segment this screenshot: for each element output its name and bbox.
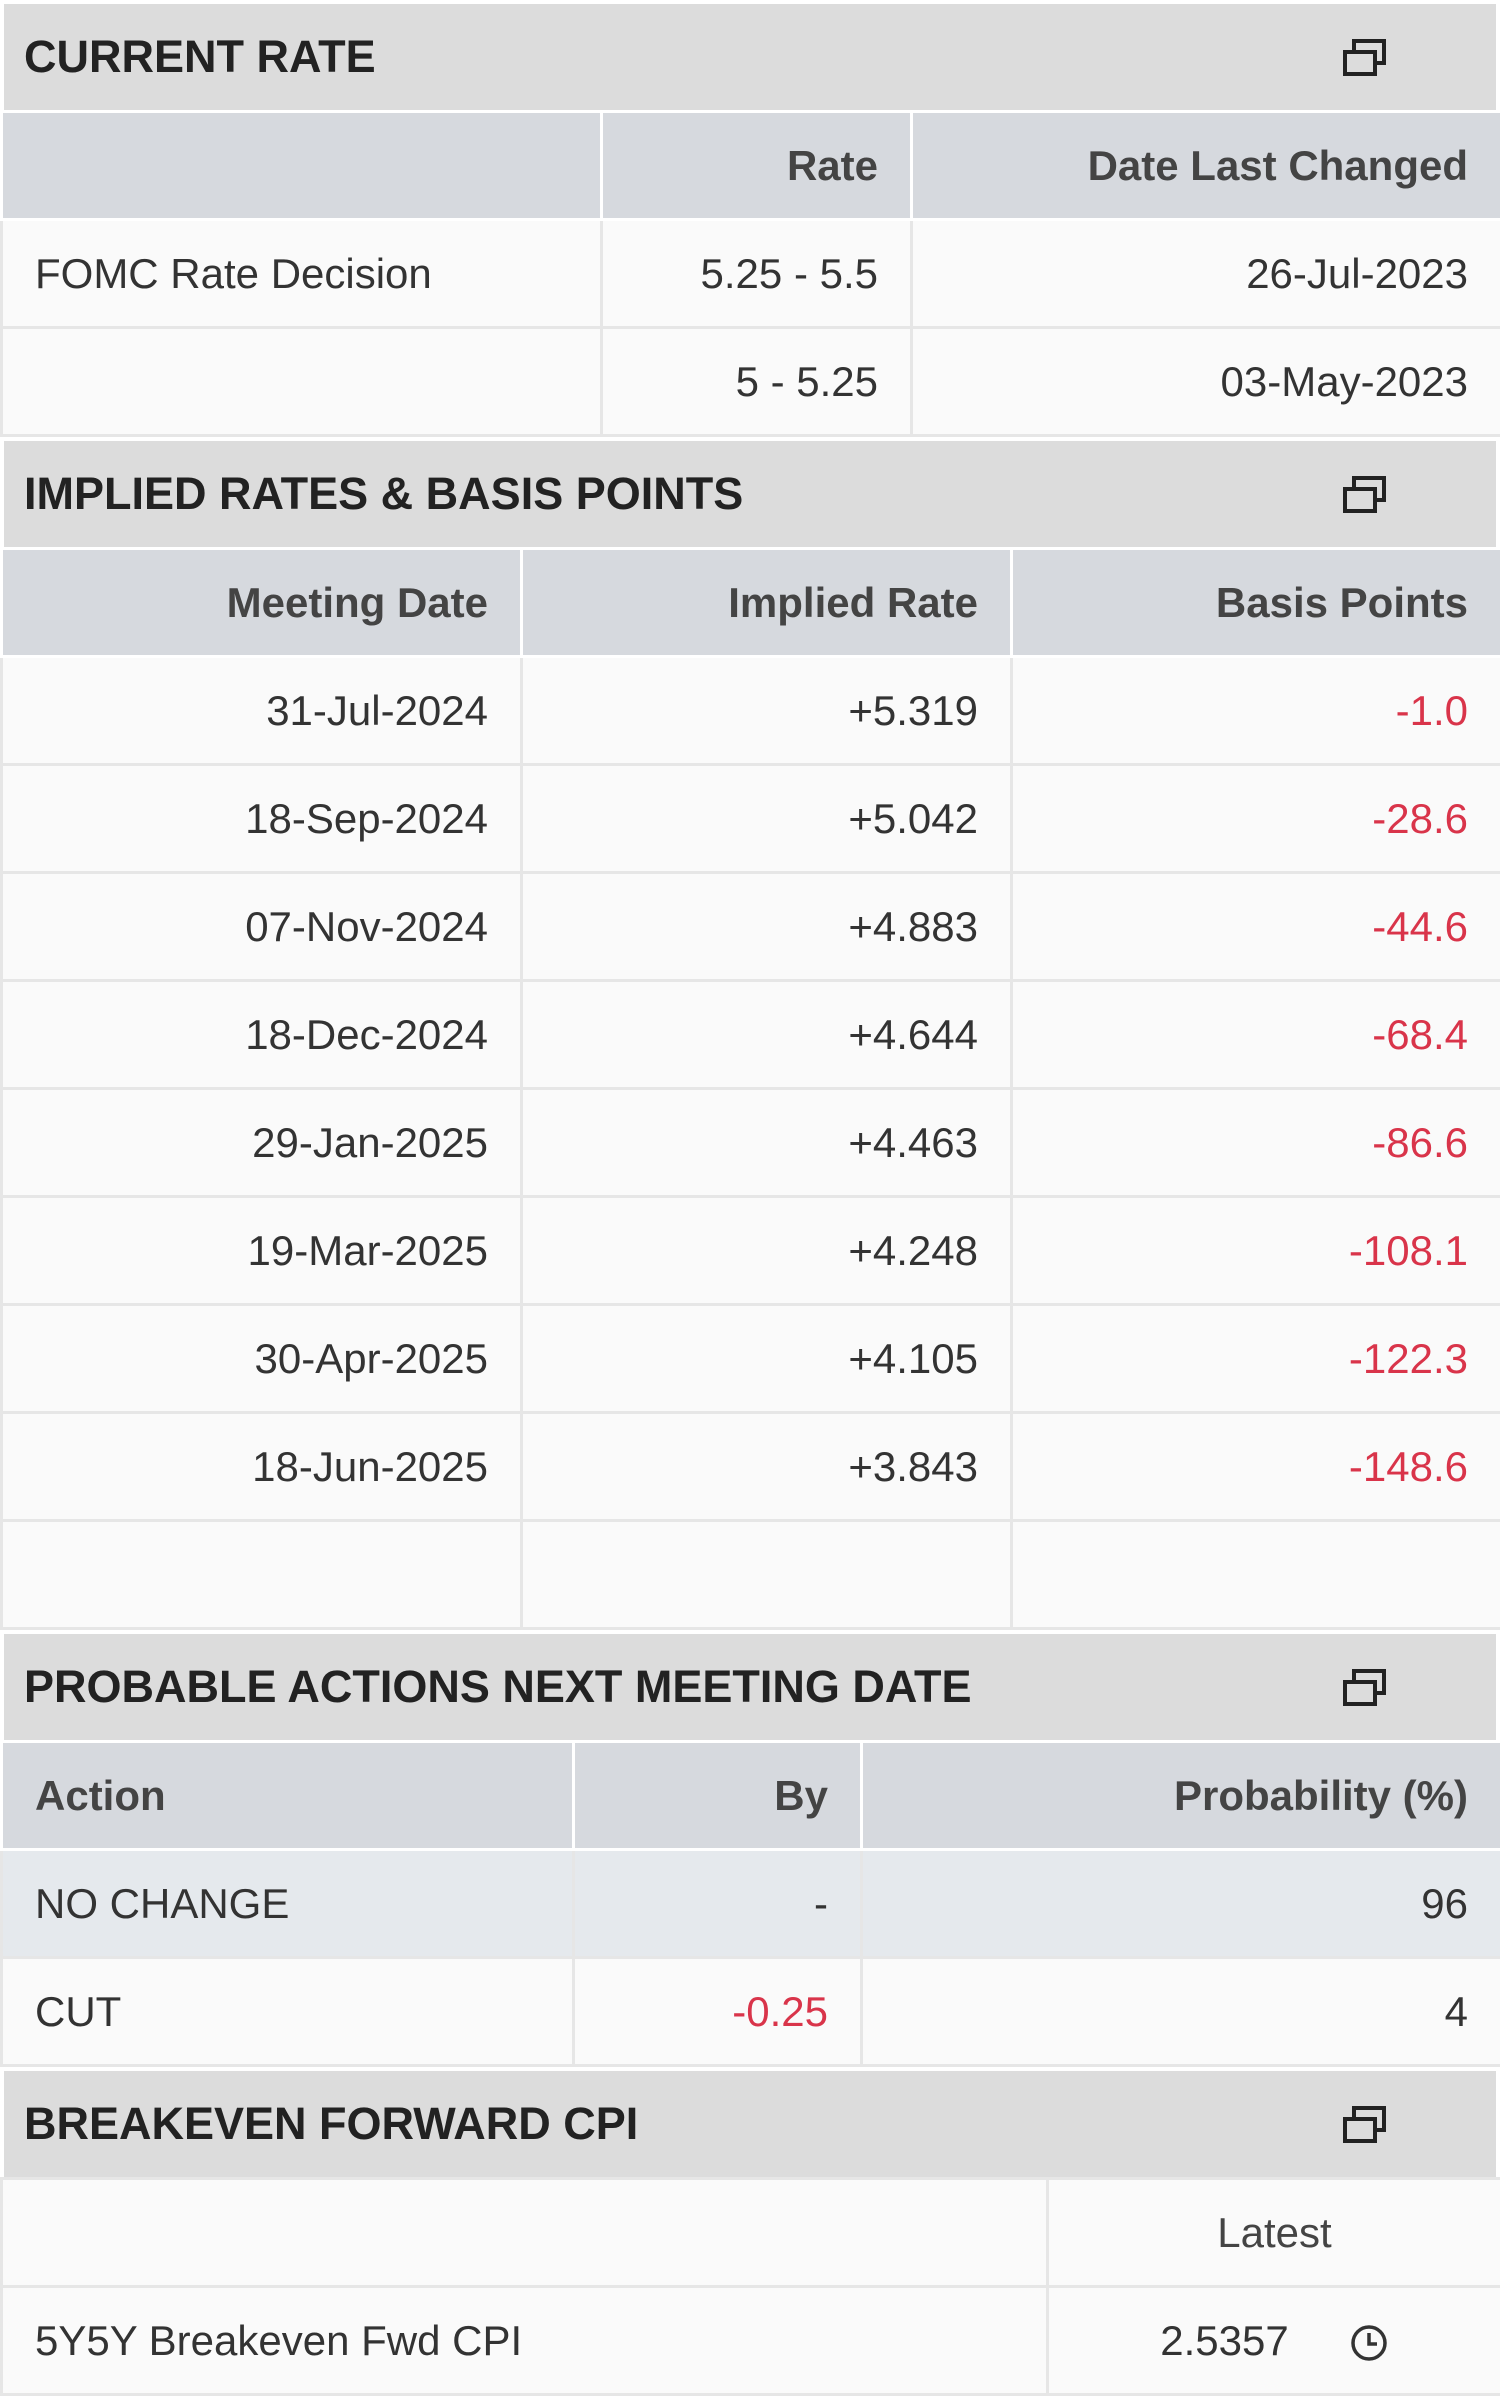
- table-row: FOMC Rate Decision 5.25 - 5.5 26-Jul-2023: [0, 218, 1500, 329]
- table-cell: 2.5357: [1046, 2285, 1500, 2396]
- table-cell: -86.6: [1010, 1087, 1500, 1198]
- table-cell: 19-Mar-2025: [0, 1195, 523, 1306]
- table-cell: CUT: [0, 1956, 575, 2067]
- table-row: CUT -0.25 4: [0, 1956, 1500, 2067]
- table-row: 5 - 5.25 03-May-2023: [0, 326, 1500, 437]
- table-cell: [0, 1519, 523, 1630]
- section-header: BREAKEVEN FORWARD CPI: [0, 2067, 1500, 2177]
- table-cell: 31-Jul-2024: [0, 655, 523, 766]
- section-header: CURRENT RATE: [0, 0, 1500, 110]
- column-header: Rate: [600, 110, 913, 221]
- table-row: 18-Dec-2024 +4.644 -68.4: [0, 979, 1500, 1090]
- table-row: 5Y5Y Breakeven Fwd CPI 2.5357: [0, 2285, 1500, 2396]
- table-cell: FOMC Rate Decision: [0, 218, 603, 329]
- table-cell: -68.4: [1010, 979, 1500, 1090]
- table-cell: +5.319: [520, 655, 1013, 766]
- table-cell: 4: [860, 1956, 1500, 2067]
- clock-icon[interactable]: [1349, 2323, 1389, 2363]
- table-cell: 5 - 5.25: [600, 326, 913, 437]
- section-title: PROBABLE ACTIONS NEXT MEETING DATE: [24, 1661, 972, 1712]
- table-row: 29-Jan-2025 +4.463 -86.6: [0, 1087, 1500, 1198]
- section-header: PROBABLE ACTIONS NEXT MEETING DATE: [0, 1630, 1500, 1740]
- table-cell: 18-Jun-2025: [0, 1411, 523, 1522]
- column-header: [0, 110, 603, 221]
- table-row: 07-Nov-2024 +4.883 -44.6: [0, 871, 1500, 982]
- table-cell: 30-Apr-2025: [0, 1303, 523, 1414]
- column-header: Latest: [1046, 2177, 1500, 2288]
- table-cell: +4.463: [520, 1087, 1013, 1198]
- table-cell: 03-May-2023: [910, 326, 1500, 437]
- table-cell: +3.843: [520, 1411, 1013, 1522]
- table-cell: [0, 326, 603, 437]
- table-row: 31-Jul-2024 +5.319 -1.0: [0, 655, 1500, 766]
- table-cell: 07-Nov-2024: [0, 871, 523, 982]
- column-header: Date Last Changed: [910, 110, 1500, 221]
- section-header: IMPLIED RATES & BASIS POINTS: [0, 437, 1500, 547]
- table-cell: 29-Jan-2025: [0, 1087, 523, 1198]
- table-cell: +4.883: [520, 871, 1013, 982]
- section-title: CURRENT RATE: [24, 31, 376, 82]
- table-cell: -28.6: [1010, 763, 1500, 874]
- data-table: Meeting Date Implied Rate Basis Points 31-J…: [0, 547, 1500, 1630]
- table-row: 18-Sep-2024 +5.042 -28.6: [0, 763, 1500, 874]
- column-header: Meeting Date: [0, 547, 523, 658]
- table-cell: -44.6: [1010, 871, 1500, 982]
- expand-icon[interactable]: [1342, 38, 1388, 78]
- table-cell: -0.25: [572, 1956, 863, 2067]
- table-cell: [1010, 1519, 1500, 1630]
- expand-icon[interactable]: [1342, 2105, 1388, 2145]
- table-cell: -148.6: [1010, 1411, 1500, 1522]
- table-row: NO CHANGE -96: [0, 1848, 1500, 1959]
- column-header: By: [572, 1740, 863, 1851]
- header-row: Latest: [0, 2177, 1500, 2288]
- column-header: [0, 2177, 1049, 2288]
- column-header: Implied Rate: [520, 547, 1013, 658]
- column-header: Basis Points: [1010, 547, 1500, 658]
- data-table: Action By Probability (%) NO CHANGE -96 CUT -0…: [0, 1740, 1500, 2067]
- table-cell: -: [572, 1848, 863, 1959]
- table-cell: 5.25 - 5.5: [600, 218, 913, 329]
- table-cell: 26-Jul-2023: [910, 218, 1500, 329]
- table-cell: -108.1: [1010, 1195, 1500, 1306]
- table-cell: +4.105: [520, 1303, 1013, 1414]
- table-cell: [520, 1519, 1013, 1630]
- table-row: 19-Mar-2025 +4.248 -108.1: [0, 1195, 1500, 1306]
- section-title: BREAKEVEN FORWARD CPI: [24, 2098, 639, 2149]
- expand-icon[interactable]: [1342, 475, 1388, 515]
- column-header: Action: [0, 1740, 575, 1851]
- table-cell: +4.644: [520, 979, 1013, 1090]
- header-row: Rate Date Last Changed: [0, 110, 1500, 221]
- header-row: Action By Probability (%): [0, 1740, 1500, 1851]
- table-cell: 18-Sep-2024: [0, 763, 523, 874]
- table-cell: 5Y5Y Breakeven Fwd CPI: [0, 2285, 1049, 2396]
- cell-value: 2.5357: [1160, 2316, 1289, 2364]
- section-title: IMPLIED RATES & BASIS POINTS: [24, 468, 744, 519]
- expand-icon[interactable]: [1342, 1668, 1388, 1708]
- data-table: Rate Date Last Changed FOMC Rate Decision 5…: [0, 110, 1500, 437]
- column-header: Probability (%): [860, 1740, 1500, 1851]
- table-cell: NO CHANGE: [0, 1848, 575, 1959]
- table-cell: +4.248: [520, 1195, 1013, 1306]
- table-cell: +5.042: [520, 763, 1013, 874]
- data-table: Latest 5Y5Y Breakeven Fwd CPI 2.5357: [0, 2177, 1500, 2396]
- table-cell: -122.3: [1010, 1303, 1500, 1414]
- table-cell: -1.0: [1010, 655, 1500, 766]
- table-row: 18-Jun-2025 +3.843 -148.6: [0, 1411, 1500, 1522]
- table-row: [0, 1519, 1500, 1630]
- table-cell: 96: [860, 1848, 1500, 1959]
- table-cell: 18-Dec-2024: [0, 979, 523, 1090]
- header-row: Meeting Date Implied Rate Basis Points: [0, 547, 1500, 658]
- table-row: 30-Apr-2025 +4.105 -122.3: [0, 1303, 1500, 1414]
